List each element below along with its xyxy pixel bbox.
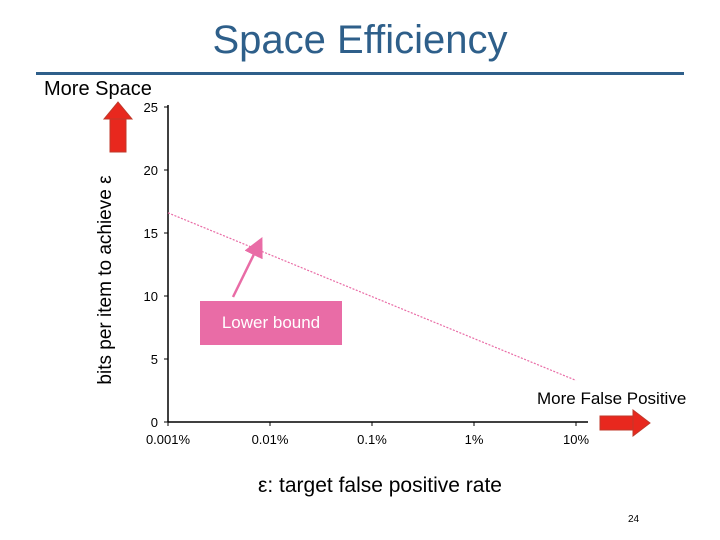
y-tick-label: 15 bbox=[144, 226, 158, 241]
x-tick-label: 0.001% bbox=[146, 432, 191, 447]
lower-bound-callout: Lower bound bbox=[200, 301, 342, 345]
title-rule bbox=[36, 72, 684, 75]
y-tick-label: 5 bbox=[151, 352, 158, 367]
y-tick-label: 20 bbox=[144, 163, 158, 178]
more-space-arrow bbox=[102, 101, 134, 153]
x-tick-label: 0.01% bbox=[252, 432, 289, 447]
page-number: 24 bbox=[628, 514, 640, 525]
y-tick-label: 10 bbox=[144, 289, 158, 304]
axes bbox=[167, 105, 588, 423]
more-space-label: More Space bbox=[44, 78, 152, 100]
lower-bound-line bbox=[167, 212, 577, 381]
y-tick-label: 25 bbox=[144, 100, 158, 115]
x-tick-label: 10% bbox=[563, 432, 589, 447]
more-false-positive-arrow bbox=[599, 408, 651, 438]
callout-pointer bbox=[231, 237, 263, 298]
x-axis-title: ε: target false positive rate bbox=[258, 474, 502, 497]
y-tick-label: 0 bbox=[151, 415, 158, 430]
series-lines bbox=[167, 212, 577, 381]
more-false-positive-label: More False Positive bbox=[537, 389, 687, 408]
ticks: 0 5 10 15 20 25 0.001% 0.01% 0.1% 1% 10% bbox=[144, 100, 590, 447]
slide-title: Space Efficiency bbox=[212, 18, 508, 62]
x-tick-label: 0.1% bbox=[357, 432, 387, 447]
x-tick-label: 1% bbox=[465, 432, 484, 447]
